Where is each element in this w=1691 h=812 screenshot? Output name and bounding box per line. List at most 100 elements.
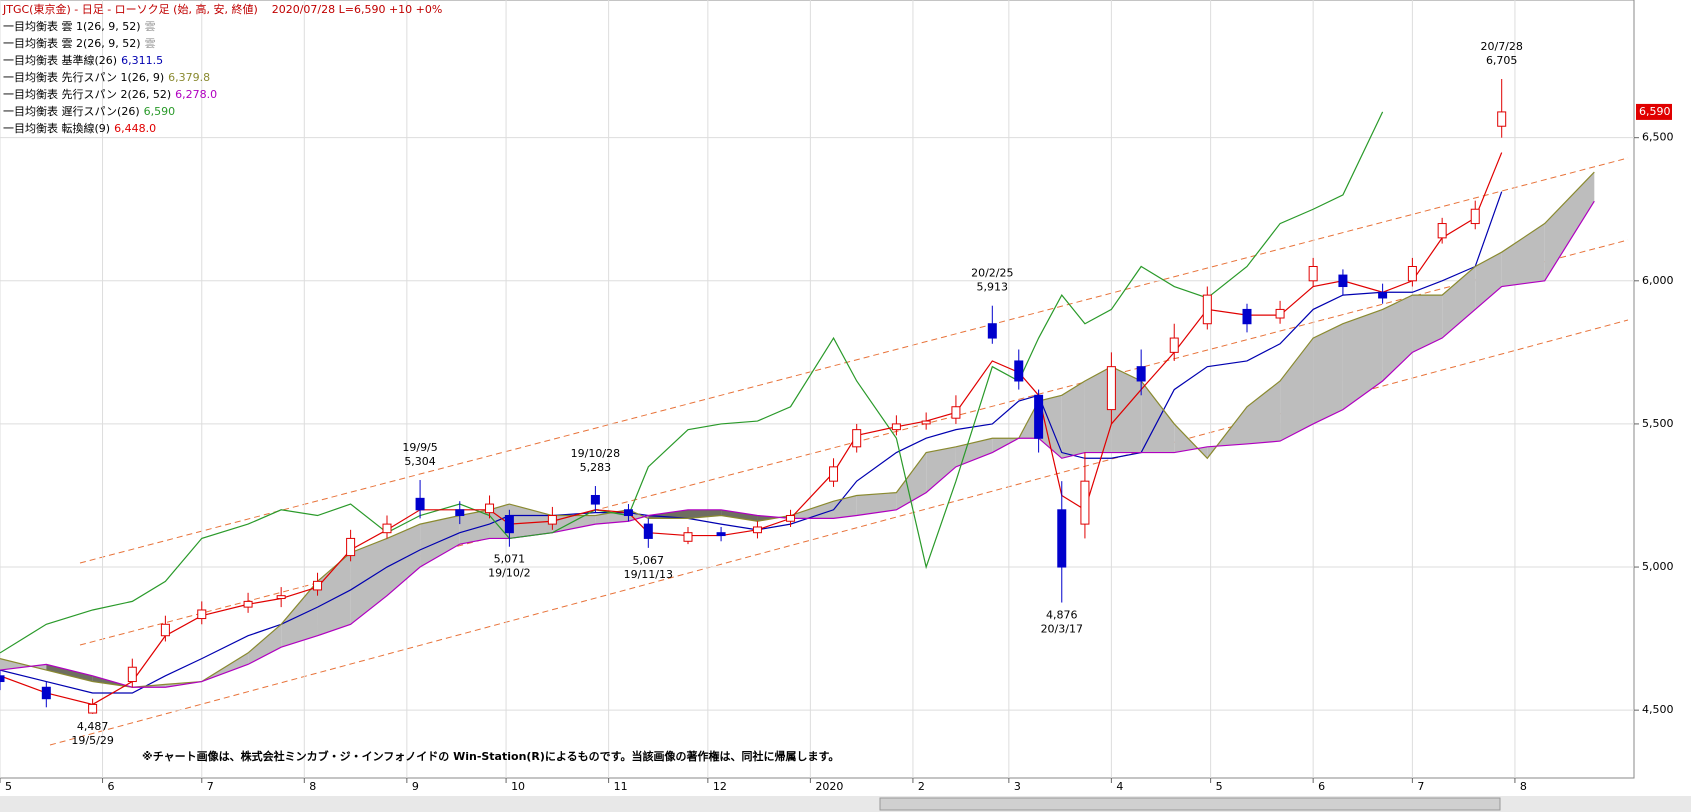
- candle-body: [829, 466, 839, 482]
- legend-name: 一目均衡表 基準線(26): [3, 53, 117, 67]
- candle-body: [852, 429, 862, 448]
- candle-body: [643, 523, 653, 539]
- cloud-fill: [1475, 252, 1502, 310]
- cloud-fill: [1111, 366, 1142, 453]
- series-line: [0, 200, 1595, 688]
- cloud-fill: [1061, 380, 1085, 459]
- cloud-fill: [1412, 295, 1443, 353]
- candle-body: [1378, 291, 1388, 299]
- y-tick-label: 5,500: [1642, 417, 1674, 430]
- candle-body: [683, 532, 693, 542]
- annotation-date: 19/11/13: [624, 568, 673, 581]
- cloud-fill: [896, 452, 927, 510]
- legend-name: 一目均衡表 雲 2(26, 9, 52): [3, 36, 141, 50]
- annotation-date: 20/2/25: [971, 267, 1013, 280]
- annotation-value: 5,304: [404, 455, 436, 468]
- cloud-fill: [595, 509, 629, 525]
- candle-body: [623, 509, 633, 517]
- scrollbar-thumb[interactable]: [879, 797, 1501, 811]
- layer: 4,500 5,000 5,500 6,000 6,500 5 6 7 8 9 10 11 12 2020…: [0, 0, 1674, 793]
- legend-entry: 一目均衡表 雲 1(26, 9, 52) 雲: [3, 19, 156, 33]
- legend-name: 一目均衡表 先行スパン 2(26, 52): [3, 87, 171, 101]
- annotation: 20/2/255,913: [971, 267, 1013, 294]
- cloud-fill: [1141, 380, 1175, 453]
- channel-line: [79, 157, 1629, 564]
- legend-value: 6,590: [144, 105, 176, 118]
- cloud-fill: [688, 509, 722, 519]
- candle-body: [415, 497, 425, 511]
- x-tick-label: 7: [207, 780, 214, 793]
- legend-name: 一目均衡表 遅行スパン(26): [3, 104, 140, 118]
- annotation: 19/11/135,067: [624, 554, 673, 581]
- annotation-date: 20/3/17: [1041, 623, 1083, 636]
- cloud-fill: [1442, 266, 1476, 339]
- x-tick-label: 5: [5, 780, 12, 793]
- candle-body: [1407, 265, 1417, 282]
- x-tick-label: 7: [1417, 780, 1424, 793]
- candle-body: [1202, 294, 1212, 325]
- annotation-date: 19/10/28: [571, 447, 620, 460]
- annotation: 19/5/294,487: [71, 720, 113, 747]
- legend-marker: 雲: [145, 37, 156, 50]
- legend-value: 6,379.8: [168, 71, 210, 84]
- candle-body: [1242, 308, 1252, 325]
- x-tick-label: 9: [412, 780, 419, 793]
- candle-body: [1308, 265, 1318, 282]
- legend-marker: 雲: [145, 20, 156, 33]
- legend-value: 6,448.0: [114, 122, 156, 135]
- x-tick-label: 11: [614, 780, 628, 793]
- candle-body: [1014, 360, 1024, 382]
- candle-body: [88, 703, 98, 714]
- last-price-box: [1636, 103, 1672, 120]
- candle-body: [590, 494, 600, 505]
- annotation: 19/10/285,283: [571, 447, 620, 474]
- annotation-value: 5,071: [494, 553, 526, 566]
- legend-entry: 一目均衡表 遅行スパン(26) 6,590: [3, 104, 175, 118]
- title-text: JTGC(東京金) - 日足 - ローソク足 (始, 高, 安, 終値): [2, 2, 258, 16]
- cloud-fill: [1342, 309, 1383, 410]
- candle-body: [504, 515, 514, 534]
- legend-entry: 一目均衡表 基準線(26) 6,311.5: [3, 53, 163, 67]
- x-tick-label: 8: [1520, 780, 1527, 793]
- cloud-fill: [387, 524, 421, 596]
- candle-body: [891, 423, 901, 431]
- candle-body: [127, 666, 137, 683]
- candle-body: [1275, 308, 1285, 319]
- cloud-fill: [1247, 380, 1281, 444]
- y-tick-label: 5,000: [1642, 560, 1674, 573]
- cloud-fill: [46, 664, 93, 682]
- annotation-value: 4,487: [77, 720, 109, 733]
- x-tick-label: 6: [1318, 780, 1325, 793]
- candle-body: [1106, 366, 1116, 411]
- x-tick-label: 2: [918, 780, 925, 793]
- cloud-fill: [281, 581, 318, 648]
- x-tick-label: 3: [1014, 780, 1021, 793]
- cloud-fill: [1544, 172, 1595, 281]
- annotation-value: 5,913: [977, 281, 1009, 294]
- annotation: 19/9/55,304: [402, 441, 437, 468]
- candle-body: [1136, 366, 1146, 382]
- x-tick-label: 2020: [815, 780, 843, 793]
- candle-body: [0, 675, 5, 683]
- cloud-fill: [790, 501, 834, 519]
- series-line: [0, 191, 1503, 694]
- x-tick-label: 4: [1116, 780, 1123, 793]
- candle-body: [1034, 394, 1044, 439]
- candle-body: [276, 595, 286, 600]
- candle-body: [1470, 208, 1480, 225]
- legend-value: 6,311.5: [121, 54, 163, 67]
- annotation-value: 6,705: [1486, 54, 1518, 67]
- candle-body: [485, 503, 495, 514]
- cloud-fill: [459, 509, 490, 545]
- cloud-fill: [1084, 366, 1112, 453]
- cloud-fill: [317, 552, 351, 636]
- candle-body: [786, 515, 796, 522]
- candle-body: [313, 580, 323, 591]
- candle-body: [1437, 223, 1447, 239]
- annotation-date: 19/10/2: [488, 567, 530, 580]
- legend-name: 一目均衡表 先行スパン 1(26, 9): [3, 70, 164, 84]
- cloud-fill: [1313, 323, 1343, 424]
- legend-value: 6,278.0: [175, 88, 217, 101]
- candle-body: [752, 526, 762, 534]
